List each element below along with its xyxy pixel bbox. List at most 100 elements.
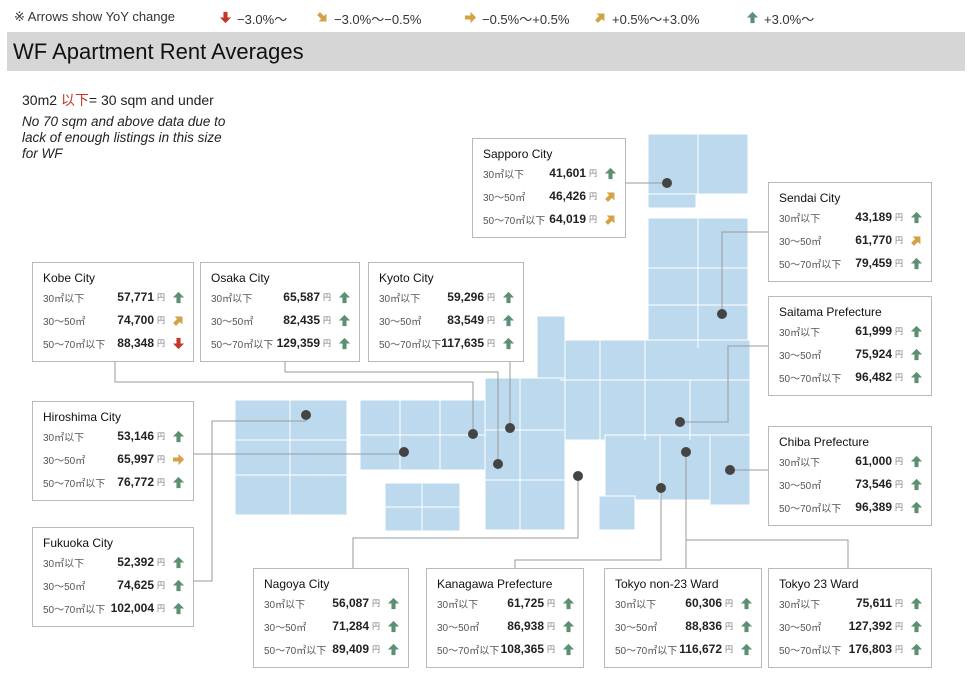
city-name: Kobe City: [43, 271, 96, 285]
marker-osaka: [493, 459, 503, 469]
size-label: 30㎡以下: [615, 599, 657, 611]
yen-label: 円: [372, 621, 380, 631]
yen-label: 円: [895, 598, 903, 608]
yoy-arrow-icon: [171, 475, 185, 489]
yen-label: 円: [589, 168, 597, 178]
city-name: Sendai City: [779, 191, 841, 205]
map-kansai: [484, 377, 566, 531]
yoy-arrow-icon: [603, 189, 617, 203]
marker-fukuoka: [301, 410, 311, 420]
rent-value: 79,459: [855, 256, 892, 270]
map-honshu-central: [559, 339, 751, 441]
yoy-arrow-icon: [501, 336, 515, 350]
marker-kyoto: [505, 423, 515, 433]
city-box-kobe: Kobe City 30㎡以下 57,771 円 30〜50㎡ 74,700 円 50〜…: [32, 262, 194, 362]
size-label: 50〜70㎡以下: [437, 645, 500, 657]
size-note: 30m2 以下= 30 sqm and under: [22, 90, 214, 110]
yoy-arrow-icon: [909, 642, 923, 656]
city-name: Nagoya City: [264, 577, 330, 591]
city-name: Saitama Prefecture: [779, 305, 882, 319]
size-label: 30〜50㎡: [379, 316, 422, 328]
yen-label: 円: [487, 315, 495, 325]
yen-label: 円: [323, 315, 331, 325]
city-box-kyoto: Kyoto City 30㎡以下 59,296 円 30〜50㎡ 83,549 円 50…: [368, 262, 524, 362]
rent-value: 96,389: [855, 500, 892, 514]
yoy-arrow-icon: [909, 477, 923, 491]
rent-value: 57,771: [117, 290, 154, 304]
rent-value: 60,306: [685, 596, 722, 610]
legend-label: +0.5%〜+3.0%: [612, 12, 700, 27]
yoy-arrow-icon: [337, 313, 351, 327]
legend-label: +3.0%〜: [764, 12, 815, 27]
rent-value: 53,146: [117, 429, 154, 443]
size-label: 30㎡以下: [43, 432, 85, 444]
rent-value: 43,189: [855, 210, 892, 224]
rent-value: 41,601: [549, 166, 586, 180]
size-note-suffix: = 30 sqm and under: [88, 92, 214, 108]
legend-item-down-right: −3.0%〜−0.5%: [316, 9, 421, 28]
yoy-arrow-icon: [603, 212, 617, 226]
yen-label: 円: [895, 479, 903, 489]
yen-label: 円: [157, 431, 165, 441]
rent-value: 52,392: [117, 555, 154, 569]
size-label: 30㎡以下: [437, 599, 479, 611]
yoy-arrow-icon: [561, 596, 575, 610]
yen-label: 円: [589, 191, 597, 201]
rent-value: 176,803: [848, 642, 892, 656]
size-label: 50〜70㎡以下: [779, 503, 842, 515]
size-label: 30㎡以下: [779, 213, 821, 225]
legend-note: ※ Arrows show YoY change: [14, 9, 175, 24]
size-label: 30〜50㎡: [779, 350, 822, 362]
arrow-up-icon: [746, 11, 759, 27]
rent-value: 82,435: [283, 313, 320, 327]
size-label: 30㎡以下: [779, 327, 821, 339]
yen-label: 円: [487, 292, 495, 302]
legend-label: −3.0%〜−0.5%: [334, 12, 422, 27]
yen-label: 円: [895, 212, 903, 222]
yoy-arrow-icon: [171, 429, 185, 443]
rent-value: 61,999: [855, 324, 892, 338]
size-label: 30〜50㎡: [43, 455, 86, 467]
yoy-arrow-icon: [739, 596, 753, 610]
size-note-jp: 以下: [60, 92, 89, 108]
marker-sapporo: [662, 178, 672, 188]
size-label: 30㎡以下: [43, 558, 85, 570]
size-label: 50〜70㎡以下: [43, 604, 106, 616]
size-label: 30〜50㎡: [43, 316, 86, 328]
size-label: 50〜70㎡以下: [779, 259, 842, 271]
city-box-tokyo-non23: Tokyo non-23 Ward 30㎡以下 60,306 円 30〜50㎡ 88,…: [604, 568, 762, 668]
yoy-arrow-icon: [909, 454, 923, 468]
arrow-down-icon: [219, 11, 232, 27]
yen-label: 円: [725, 598, 733, 608]
size-label: 50〜70㎡以下: [264, 645, 327, 657]
yoy-arrow-icon: [561, 642, 575, 656]
size-label: 30〜50㎡: [437, 622, 480, 634]
yen-label: 円: [487, 338, 495, 348]
yen-label: 円: [157, 603, 165, 613]
yoy-arrow-icon: [909, 347, 923, 361]
yoy-arrow-icon: [171, 290, 185, 304]
size-label: 50〜70㎡以下: [43, 478, 106, 490]
rent-value: 56,087: [332, 596, 369, 610]
city-box-nagoya: Nagoya City 30㎡以下 56,087 円 30〜50㎡ 71,284 円 5…: [253, 568, 409, 668]
rent-value: 129,359: [276, 336, 320, 350]
map-izu: [598, 495, 636, 531]
city-name: Sapporo City: [483, 147, 553, 161]
marker-hiroshima: [399, 447, 409, 457]
rent-value: 46,426: [549, 189, 586, 203]
yoy-arrow-icon: [909, 370, 923, 384]
yen-label: 円: [725, 621, 733, 631]
yen-label: 円: [157, 454, 165, 464]
yen-label: 円: [157, 580, 165, 590]
city-box-chiba: Chiba Prefecture 30㎡以下 61,000 円 30〜50㎡ 73,5…: [768, 426, 932, 526]
rent-value: 96,482: [855, 370, 892, 384]
size-label: 30㎡以下: [483, 169, 525, 181]
city-name: Kyoto City: [379, 271, 434, 285]
data-note: No 70 sqm and above data due to lack of …: [22, 114, 226, 161]
size-label: 30〜50㎡: [779, 480, 822, 492]
yoy-arrow-icon: [171, 313, 185, 327]
rent-value: 108,365: [500, 642, 544, 656]
city-box-sapporo: Sapporo City 30㎡以下 41,601 円 30〜50㎡ 46,426 円 …: [472, 138, 626, 238]
yoy-arrow-icon: [739, 619, 753, 633]
city-name: Tokyo 23 Ward: [779, 577, 859, 591]
